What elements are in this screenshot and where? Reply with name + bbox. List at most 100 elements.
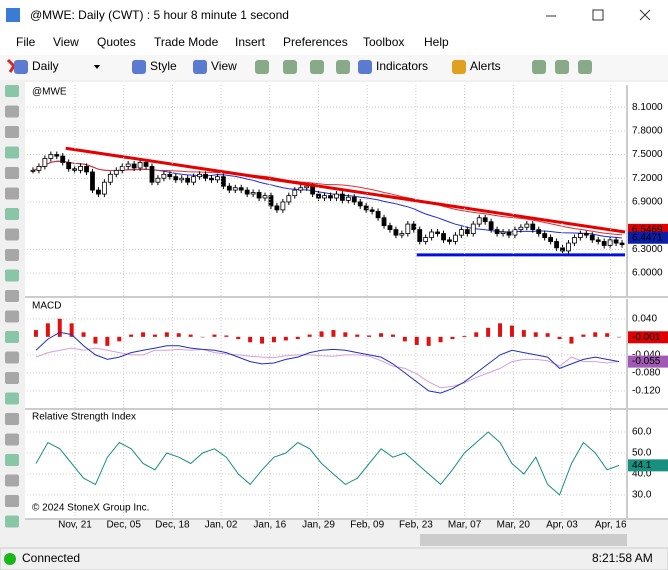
candle xyxy=(119,165,125,171)
toolbar-icon[interactable] xyxy=(532,60,546,74)
y-tick-label: 40.0 xyxy=(632,469,652,480)
dropdown-arrow[interactable] xyxy=(94,65,100,69)
toolbar-button[interactable]: Daily xyxy=(32,59,59,73)
candle xyxy=(36,165,42,171)
toolbar-button[interactable]: Indicators xyxy=(376,59,428,73)
candle xyxy=(577,233,583,238)
price-label-box xyxy=(628,331,668,344)
candle xyxy=(470,223,476,234)
toolbar-icon[interactable] xyxy=(255,60,269,74)
candle xyxy=(101,181,107,195)
toolbar-icon[interactable] xyxy=(358,60,372,74)
candle xyxy=(345,196,351,201)
menu-item[interactable]: Preferences xyxy=(283,35,348,49)
tool-icon[interactable] xyxy=(5,515,19,528)
tool-icon[interactable] xyxy=(5,228,19,241)
toolbar-button[interactable]: View xyxy=(211,59,237,73)
candle xyxy=(572,237,577,244)
macd-bar xyxy=(545,333,550,337)
toolbar-icon[interactable] xyxy=(555,60,569,74)
candle xyxy=(215,176,220,181)
candle xyxy=(423,237,429,242)
tool-icon[interactable] xyxy=(5,249,19,261)
menu-item[interactable]: File xyxy=(16,35,36,49)
macd-bar xyxy=(355,334,360,337)
toolbar-icon[interactable] xyxy=(132,60,146,74)
candle xyxy=(488,221,494,231)
candle xyxy=(107,173,113,183)
x-tick-label: Apr, 03 xyxy=(546,520,578,531)
tool-icon[interactable] xyxy=(5,474,19,487)
tool-icon[interactable] xyxy=(5,85,19,97)
menu-item[interactable]: Insert xyxy=(235,35,266,49)
candle xyxy=(286,195,292,203)
candle xyxy=(256,192,262,199)
candle xyxy=(66,162,72,170)
tool-icon[interactable] xyxy=(5,331,19,343)
toolbar-icon[interactable] xyxy=(336,60,350,74)
tool-icon[interactable] xyxy=(5,310,19,323)
toolbar-icon[interactable] xyxy=(14,60,28,74)
panel-title: @MWE xyxy=(32,87,67,98)
scrollbar-thumb[interactable] xyxy=(420,534,627,546)
menu-item[interactable]: Trade Mode xyxy=(154,35,219,49)
candle xyxy=(60,155,66,163)
y-tick-label: 7.5000 xyxy=(632,149,663,160)
tool-icon[interactable] xyxy=(5,126,19,138)
tool-icon[interactable] xyxy=(5,372,19,384)
toolbar-button[interactable]: Style xyxy=(150,59,177,73)
tool-icon[interactable] xyxy=(5,208,19,220)
app-icon xyxy=(6,8,20,22)
candle xyxy=(530,223,536,231)
candle xyxy=(155,177,161,183)
candle xyxy=(536,229,542,234)
toolbar-button[interactable]: Alerts xyxy=(470,59,501,73)
tool-icon[interactable] xyxy=(5,105,19,118)
toolbar-icon[interactable] xyxy=(452,60,466,74)
tool-icon[interactable] xyxy=(5,433,19,446)
toolbar-icon[interactable] xyxy=(578,60,592,74)
status-bar xyxy=(0,547,668,570)
tool-icon[interactable] xyxy=(5,269,19,282)
price-label: 44.1 xyxy=(632,460,652,471)
tool-icon[interactable] xyxy=(5,187,19,200)
tool-icon[interactable] xyxy=(5,454,19,466)
y-tick-label: 8.1000 xyxy=(632,102,663,113)
close[interactable] xyxy=(639,9,651,21)
candle xyxy=(369,209,375,212)
candle xyxy=(161,173,167,179)
tool-icon[interactable] xyxy=(5,167,19,179)
menu-item[interactable]: View xyxy=(53,35,79,49)
macd-bar xyxy=(105,336,110,346)
tool-icon[interactable] xyxy=(5,495,19,507)
signal-line xyxy=(35,347,620,389)
candle xyxy=(405,223,411,234)
toolbar-icon[interactable] xyxy=(283,60,297,74)
candle xyxy=(417,229,423,242)
candle xyxy=(566,242,571,252)
macd-bar xyxy=(486,327,491,337)
candle xyxy=(238,187,244,191)
tool-icon[interactable] xyxy=(5,351,19,364)
candle xyxy=(203,173,208,179)
rsi-line xyxy=(35,431,620,496)
macd-bar xyxy=(617,336,622,338)
menu-item[interactable]: Help xyxy=(424,35,449,49)
tool-icon[interactable] xyxy=(5,290,19,302)
toolbar-icon[interactable] xyxy=(193,60,207,74)
tool-icon[interactable] xyxy=(5,146,19,159)
candle xyxy=(30,169,36,172)
candle xyxy=(131,163,137,169)
menu-item[interactable]: Quotes xyxy=(97,35,136,49)
menu-item[interactable]: Toolbox xyxy=(363,35,404,49)
tool-icon[interactable] xyxy=(5,392,19,405)
candle xyxy=(209,177,214,181)
candle xyxy=(506,231,512,236)
macd-bar xyxy=(450,336,455,340)
macd-bar xyxy=(81,332,86,337)
tool-icon[interactable] xyxy=(5,413,19,425)
toolbar-icon[interactable] xyxy=(310,60,324,74)
candle xyxy=(441,233,446,241)
maximize[interactable] xyxy=(592,9,604,21)
